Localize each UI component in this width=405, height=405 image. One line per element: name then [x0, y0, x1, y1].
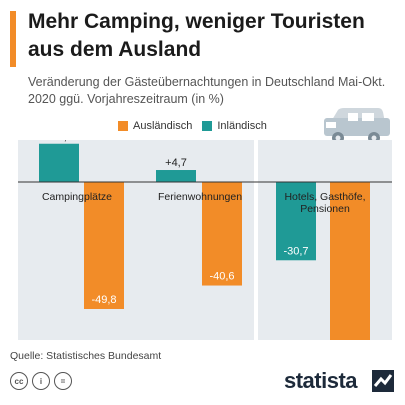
bar-value-label: -49,8 [91, 294, 116, 306]
bar-value-label: -40,6 [209, 271, 234, 283]
bar-inlaendisch [39, 143, 79, 182]
category-label: Campingplätze [42, 191, 112, 203]
cc-icon: cc [10, 372, 28, 390]
bar-value-label: -30,7 [283, 245, 308, 257]
bar-inlaendisch [276, 182, 316, 261]
title-accent-bar [10, 11, 16, 67]
legend-item-inlaendisch: Inländisch [202, 120, 267, 132]
bar-chart: +15,0-49,8+4,7-40,6-30,7-71,9Campingplät… [18, 140, 392, 340]
bar-value-label: +4,7 [165, 157, 187, 169]
chart-title: Mehr Camping, weniger Touristen aus dem … [28, 10, 365, 61]
source-note: Quelle: Statistisches Bundesamt [10, 350, 162, 362]
legend-label-inlaendisch: Inländisch [217, 120, 267, 132]
statista-logo: statista [284, 368, 358, 393]
category-label: Pensionen [300, 203, 350, 215]
bar-value-label: +15,0 [45, 140, 73, 143]
chart-legend: Ausländisch Inländisch [118, 120, 267, 132]
person-icon: i [32, 372, 50, 390]
legend-label-auslaendisch: Ausländisch [133, 120, 193, 132]
legend-item-auslaendisch: Ausländisch [118, 120, 192, 132]
bar-auslaendisch [330, 182, 370, 340]
category-label: Ferienwohnungen [158, 191, 242, 203]
statista-logo-mark-icon [372, 370, 394, 392]
license-icons: cc i = [10, 372, 72, 390]
legend-swatch-auslaendisch [118, 121, 128, 131]
bar-auslaendisch [84, 182, 124, 309]
legend-swatch-inlaendisch [202, 121, 213, 131]
bar-inlaendisch [156, 170, 196, 182]
category-label: Hotels, Gasthöfe, [284, 191, 365, 203]
chart-subtitle: Veränderung der Gästeübernachtungen in D… [28, 75, 386, 106]
equal-icon: = [54, 372, 72, 390]
bar-auslaendisch [202, 182, 242, 286]
